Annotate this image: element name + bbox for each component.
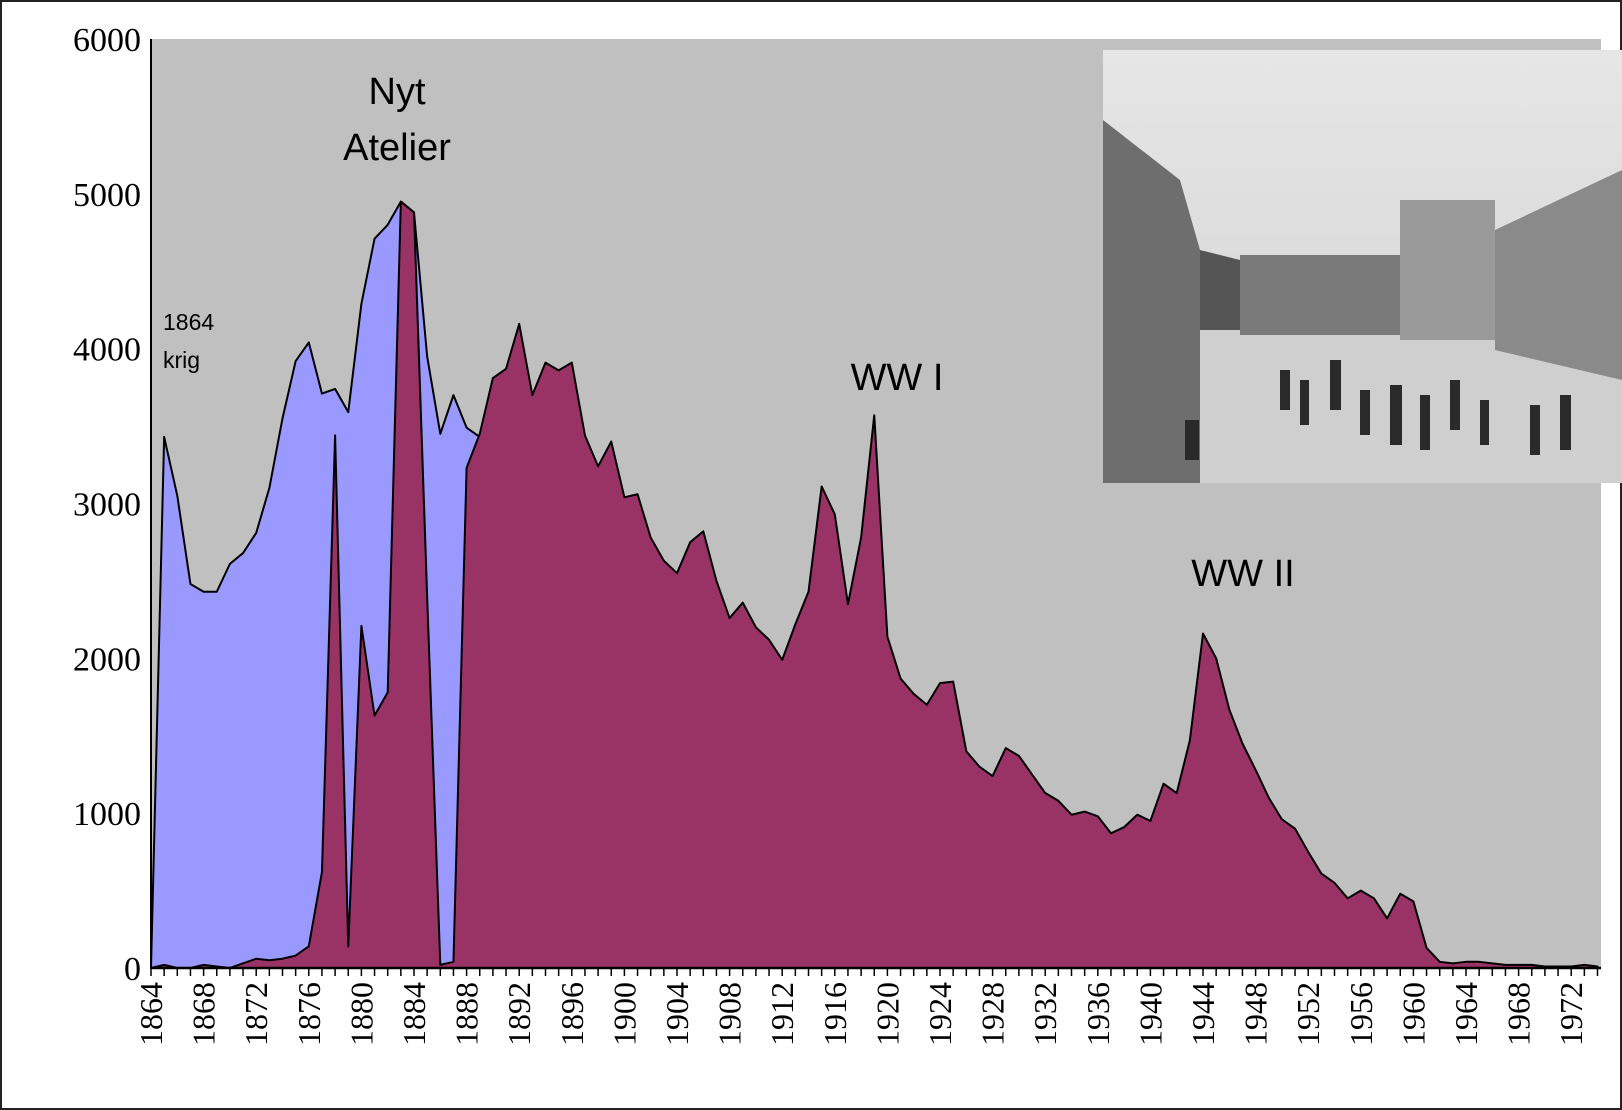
x-tick-label: 1932 <box>1027 982 1063 1046</box>
x-tick-label: 1944 <box>1185 982 1221 1046</box>
x-tick-label: 1908 <box>712 982 748 1046</box>
x-tick-label: 1912 <box>764 982 800 1046</box>
x-tick-label: 1884 <box>396 982 432 1046</box>
annotation: Nyt <box>369 71 426 113</box>
x-tick-label: 1864 <box>133 982 169 1046</box>
x-tick-label: 1872 <box>238 982 274 1046</box>
y-tick-label: 4000 <box>73 332 141 369</box>
x-tick-label: 1972 <box>1553 982 1589 1046</box>
y-tick-label: 2000 <box>73 641 141 678</box>
x-tick-label: 1952 <box>1290 982 1326 1046</box>
x-tick-label: 1900 <box>606 982 642 1046</box>
y-tick-label: 3000 <box>73 487 141 524</box>
chart: NytAtelier1864krigWW IWW II 010002000300… <box>0 0 1622 1110</box>
x-tick-label: 1876 <box>291 982 327 1046</box>
annotation: 1864 <box>163 309 214 335</box>
x-tick-label: 1896 <box>554 982 590 1046</box>
x-tick-label: 1956 <box>1343 982 1379 1046</box>
x-tick-label: 1936 <box>1080 982 1116 1046</box>
y-tick-label: 6000 <box>73 22 141 59</box>
x-tick-label: 1920 <box>869 982 905 1046</box>
photo <box>1103 50 1622 483</box>
x-tick-label: 1924 <box>922 982 958 1046</box>
x-tick-label: 1964 <box>1448 982 1484 1046</box>
x-tick-label: 1960 <box>1395 982 1431 1046</box>
x-tick-label: 1968 <box>1501 982 1537 1046</box>
x-tick-label: 1880 <box>343 982 379 1046</box>
x-tick-label: 1928 <box>975 982 1011 1046</box>
annotation: WW II <box>1191 553 1294 595</box>
annotation: Atelier <box>343 127 451 169</box>
x-tick-label: 1888 <box>449 982 485 1046</box>
x-tick-label: 1940 <box>1132 982 1168 1046</box>
x-tick-label: 1916 <box>817 982 853 1046</box>
y-tick-label: 1000 <box>73 796 141 833</box>
y-tick-label: 5000 <box>73 177 141 214</box>
x-tick-label: 1892 <box>501 982 537 1046</box>
x-tick-label: 1868 <box>186 982 222 1046</box>
annotation: krig <box>163 347 200 373</box>
x-tick-label: 1904 <box>659 982 695 1046</box>
x-tick-label: 1948 <box>1238 982 1274 1046</box>
annotation: WW I <box>851 357 944 399</box>
